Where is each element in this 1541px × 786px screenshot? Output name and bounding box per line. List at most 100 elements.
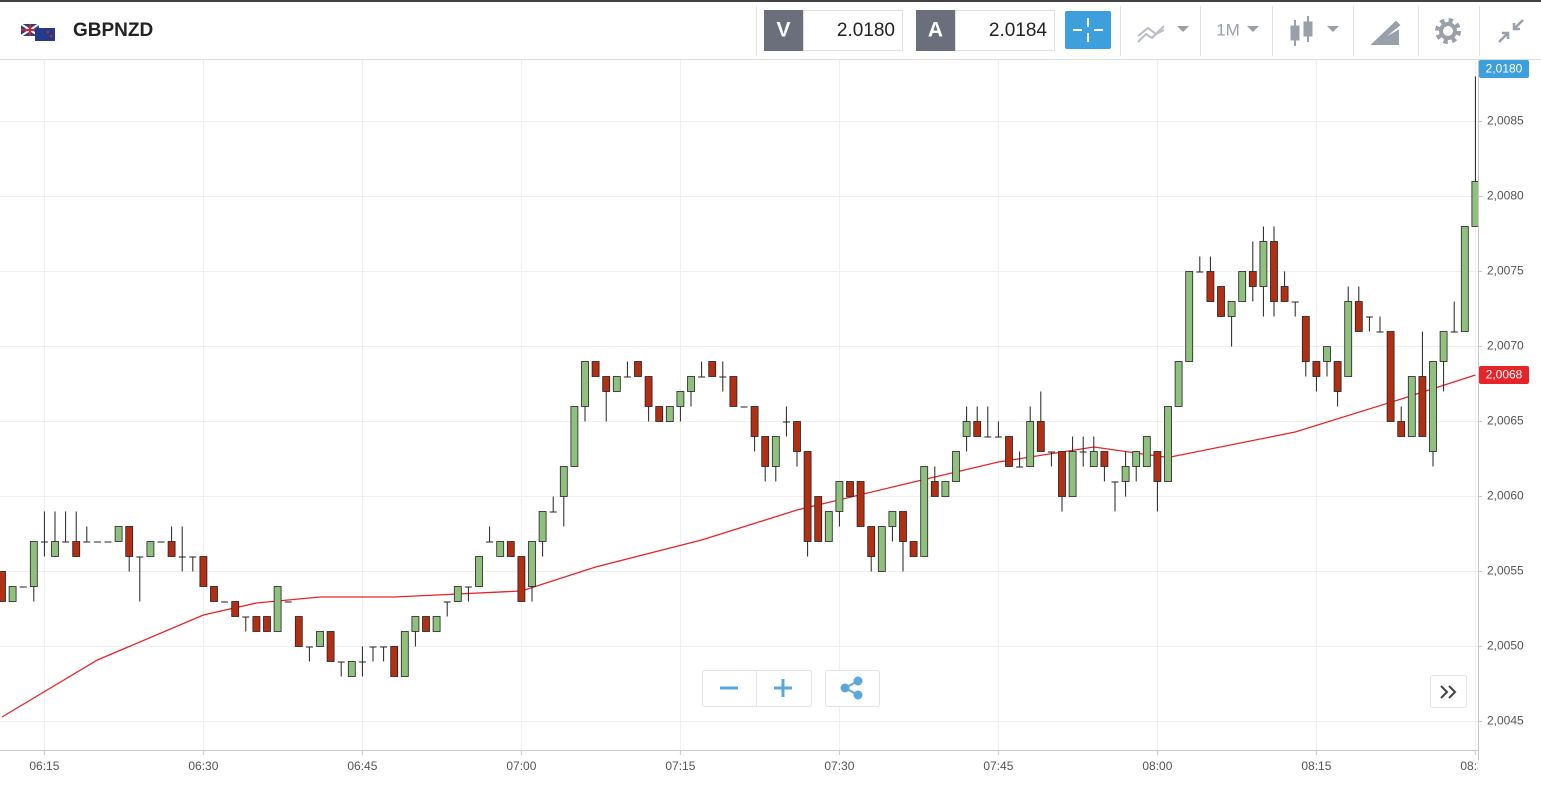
dropdown-caret bbox=[1327, 26, 1339, 32]
candle-body bbox=[316, 631, 324, 647]
chart-type-icon[interactable] bbox=[1137, 25, 1165, 43]
candle-body bbox=[1259, 241, 1268, 287]
candle-body bbox=[380, 646, 388, 648]
bid-label: V bbox=[776, 19, 790, 42]
candle-body bbox=[8, 586, 17, 602]
candle-body bbox=[475, 556, 483, 587]
y-tick-label: 2,0085 bbox=[1487, 114, 1524, 128]
candle-body bbox=[390, 646, 399, 677]
candle-body bbox=[750, 406, 759, 437]
candle-body bbox=[178, 556, 186, 558]
candle-body bbox=[51, 541, 59, 557]
crosshair-button[interactable] bbox=[1065, 11, 1111, 49]
timeframe[interactable]: 1M bbox=[1216, 20, 1240, 39]
candle-body bbox=[252, 616, 261, 632]
flag-nz bbox=[35, 28, 55, 41]
candle-body bbox=[40, 541, 48, 543]
candle-body bbox=[591, 361, 600, 377]
candle-body bbox=[400, 631, 409, 677]
y-tick-label: 2,0080 bbox=[1487, 189, 1524, 203]
candle-body bbox=[486, 541, 494, 543]
share-icon[interactable] bbox=[840, 676, 863, 700]
plot-area: 06:15 06:30 06:45 07:00 07:15 07:30 07:45 08:00… bbox=[0, 60, 1491, 773]
candle-body bbox=[273, 586, 282, 632]
candle-body bbox=[506, 541, 515, 557]
x-tick-label: 08:15 bbox=[1301, 759, 1331, 773]
y-tick-label: 2,0065 bbox=[1487, 414, 1524, 428]
ask-badge[interactable] bbox=[916, 10, 955, 51]
flag-star bbox=[49, 34, 53, 38]
candle-body bbox=[1248, 271, 1257, 287]
drawing-icon[interactable] bbox=[1370, 20, 1401, 45]
compress-icon[interactable] bbox=[1498, 19, 1524, 43]
candle-body bbox=[782, 421, 790, 423]
candle-body bbox=[856, 481, 865, 527]
x-tick-label: 08:00 bbox=[1142, 759, 1172, 773]
candle-body bbox=[93, 541, 101, 543]
candle-body bbox=[559, 466, 568, 497]
candle-body bbox=[793, 421, 801, 452]
candle-body bbox=[114, 526, 123, 542]
candle-body bbox=[432, 616, 441, 632]
candle-body bbox=[496, 541, 505, 557]
price-tag bbox=[1479, 60, 1529, 78]
candle-body bbox=[19, 586, 27, 588]
candle-body bbox=[517, 556, 526, 602]
zoom-in[interactable] bbox=[774, 679, 792, 697]
candle-body bbox=[1036, 421, 1045, 452]
icon-part bbox=[853, 676, 863, 686]
candle-body bbox=[1026, 421, 1035, 467]
dropdown-caret bbox=[1177, 26, 1189, 32]
candle-body bbox=[1058, 451, 1066, 497]
zoom-controls bbox=[702, 670, 1467, 708]
candle-body bbox=[909, 541, 918, 557]
candle-body bbox=[83, 541, 91, 543]
bid-badge[interactable] bbox=[764, 10, 803, 51]
price-axis-panel bbox=[1478, 60, 1541, 786]
candle-body bbox=[729, 376, 738, 407]
candle-body bbox=[146, 541, 155, 557]
candle-body bbox=[538, 511, 547, 542]
candle-body bbox=[1100, 451, 1109, 467]
candles-icon[interactable] bbox=[1290, 16, 1313, 46]
candle-body bbox=[1238, 271, 1247, 302]
x-tick-label: 06:30 bbox=[188, 759, 218, 773]
settings-icon-ring bbox=[1439, 22, 1457, 40]
settings-icon[interactable] bbox=[1435, 18, 1461, 44]
candle-body bbox=[1153, 451, 1162, 482]
bid-value: 2.0180 bbox=[837, 20, 895, 41]
scroll-end-button[interactable] bbox=[1430, 675, 1467, 708]
candle-body bbox=[1206, 271, 1215, 302]
candle-body bbox=[1217, 286, 1225, 317]
candle-body bbox=[1450, 331, 1458, 333]
icon-part bbox=[1290, 25, 1300, 41]
axes: 2,0045 2,0050 2,0055 2,0060 2,0065 2,0070 2,00… bbox=[1478, 60, 1529, 728]
candle-body bbox=[676, 391, 685, 407]
candle-body bbox=[1164, 406, 1172, 482]
candle-body bbox=[1196, 271, 1204, 273]
candle-body bbox=[930, 481, 939, 497]
candle-body bbox=[1439, 331, 1448, 362]
candle-body bbox=[1047, 451, 1055, 453]
candle-body bbox=[1291, 301, 1299, 303]
candle-body bbox=[602, 376, 611, 392]
candle-body bbox=[167, 541, 176, 557]
flag-icon bbox=[20, 23, 55, 41]
candle-body bbox=[1429, 361, 1437, 452]
candle-body bbox=[1407, 376, 1416, 437]
ma-tag bbox=[1479, 366, 1529, 384]
candle-body bbox=[888, 511, 897, 527]
candle-body bbox=[1089, 451, 1098, 467]
y-tick-label: 2,0070 bbox=[1487, 339, 1524, 353]
candle-body bbox=[528, 541, 536, 587]
candle-body bbox=[1142, 436, 1151, 467]
candle-body bbox=[634, 361, 642, 377]
crosshair-icon bbox=[1073, 18, 1103, 42]
candle-body bbox=[221, 601, 229, 603]
candle-body bbox=[623, 376, 631, 378]
candle-body bbox=[1005, 436, 1013, 467]
candle-body bbox=[157, 541, 165, 543]
candle-body bbox=[104, 541, 112, 543]
